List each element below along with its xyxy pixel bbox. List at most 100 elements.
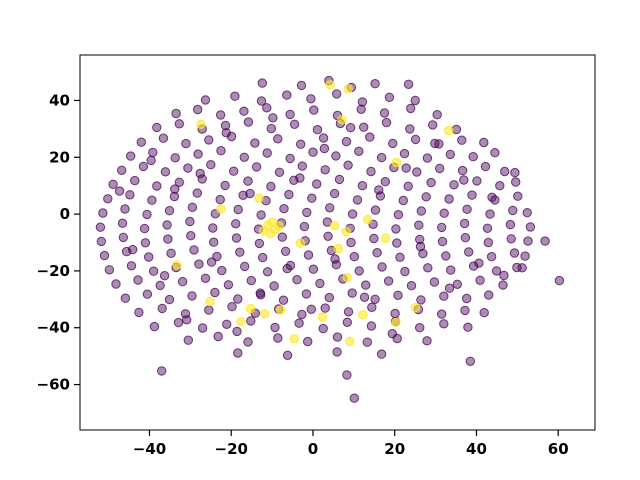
cluster-purple-point — [159, 271, 170, 281]
cluster-purple-point — [239, 106, 249, 116]
cluster-purple-point — [464, 247, 474, 257]
y-tick-label: −20 — [37, 262, 70, 280]
cluster-purple-point — [349, 252, 359, 262]
cluster-purple-point — [359, 292, 370, 302]
cluster-purple-point — [294, 318, 304, 328]
cluster-purple-point — [126, 151, 136, 161]
cluster-purple-point — [186, 231, 196, 241]
cluster-purple-point — [243, 176, 253, 186]
cluster-purple-point — [498, 280, 508, 290]
cluster-purple-point — [444, 283, 455, 293]
cluster-purple-point — [246, 316, 256, 326]
cluster-yellow-point — [341, 227, 351, 237]
cluster-purple-point — [334, 174, 345, 185]
cluster-purple-point — [370, 205, 381, 215]
cluster-purple-point — [484, 290, 494, 300]
cluster-purple-point — [451, 124, 462, 135]
cluster-yellow-point — [205, 296, 215, 307]
cluster-yellow-point — [260, 309, 270, 319]
cluster-purple-point — [506, 234, 516, 244]
cluster-purple-point — [414, 220, 424, 230]
cluster-purple-point — [474, 258, 484, 268]
cluster-purple-point — [485, 209, 495, 219]
cluster-purple-point — [250, 138, 260, 148]
cluster-purple-point — [285, 153, 295, 164]
cluster-purple-point — [243, 117, 254, 127]
cluster-purple-point — [280, 246, 291, 257]
cluster-purple-point — [160, 167, 171, 177]
cluster-purple-point — [415, 234, 425, 245]
cluster-yellow-point — [245, 303, 256, 314]
cluster-purple-point — [330, 254, 340, 264]
cluster-purple-point — [231, 219, 241, 229]
cluster-yellow-point — [410, 302, 421, 313]
cluster-purple-point — [482, 223, 493, 234]
cluster-purple-point — [332, 347, 342, 357]
cluster-purple-point — [282, 350, 293, 360]
cluster-purple-point — [210, 287, 220, 298]
cluster-yellow-point — [172, 260, 182, 270]
cluster-purple-point — [405, 124, 415, 134]
cluster-purple-point — [320, 165, 330, 175]
cluster-purple-point — [513, 191, 523, 201]
cluster-purple-point — [403, 181, 413, 192]
cluster-yellow-point — [267, 217, 277, 228]
cluster-purple-point — [323, 231, 333, 242]
cluster-purple-point — [322, 217, 332, 227]
cluster-purple-point — [392, 333, 402, 344]
cluster-purple-point — [152, 181, 162, 191]
cluster-purple-point — [508, 205, 518, 216]
cluster-purple-point — [232, 326, 242, 337]
cluster-purple-point — [142, 209, 152, 220]
cluster-purple-point — [185, 216, 195, 227]
cluster-purple-point — [269, 281, 279, 291]
cluster-purple-point — [347, 288, 357, 298]
cluster-purple-point — [138, 161, 149, 172]
cluster-purple-point — [483, 237, 493, 248]
cluster-purple-point — [460, 305, 470, 316]
cluster-purple-point — [111, 279, 121, 289]
cluster-purple-point — [423, 263, 433, 273]
cluster-purple-point — [487, 192, 497, 203]
cluster-purple-point — [416, 295, 426, 305]
cluster-purple-point — [460, 233, 471, 243]
cluster-purple-point — [254, 238, 265, 249]
cluster-purple-point — [134, 307, 144, 318]
cluster-purple-point — [406, 281, 417, 291]
cluster-purple-point — [468, 261, 479, 271]
cluster-purple-point — [306, 304, 316, 314]
cluster-purple-point — [233, 294, 243, 304]
cluster-purple-point — [459, 175, 469, 185]
cluster-purple-point — [284, 189, 294, 200]
cluster-purple-point — [117, 165, 127, 176]
cluster-purple-point — [319, 143, 330, 154]
cluster-purple-point — [187, 291, 197, 301]
cluster-purple-point — [306, 94, 316, 104]
cluster-purple-point — [370, 79, 380, 89]
cluster-purple-point — [99, 250, 110, 261]
cluster-purple-point — [463, 322, 473, 332]
cluster-purple-point — [103, 194, 113, 204]
cluster-purple-point — [439, 291, 449, 301]
cluster-purple-point — [395, 252, 405, 262]
cluster-purple-point — [457, 165, 468, 176]
cluster-purple-point — [491, 266, 502, 276]
cluster-purple-point — [345, 123, 356, 133]
cluster-purple-point — [422, 153, 433, 163]
cluster-purple-point — [163, 234, 173, 244]
cluster-purple-point — [301, 289, 312, 299]
cluster-purple-point — [268, 113, 278, 123]
cluster-purple-point — [229, 166, 239, 176]
cluster-purple-point — [148, 266, 159, 276]
cluster-purple-point — [120, 204, 130, 214]
cluster-purple-point — [393, 210, 404, 220]
cluster-purple-point — [278, 295, 289, 305]
cluster-purple-point — [511, 177, 521, 187]
cluster-purple-point — [418, 248, 428, 259]
cluster-purple-point — [354, 146, 364, 157]
cluster-purple-point — [206, 160, 216, 170]
cluster-purple-point — [315, 278, 325, 289]
cluster-purple-point — [517, 263, 527, 273]
cluster-purple-point — [164, 294, 175, 305]
cluster-purple-point — [392, 238, 402, 248]
